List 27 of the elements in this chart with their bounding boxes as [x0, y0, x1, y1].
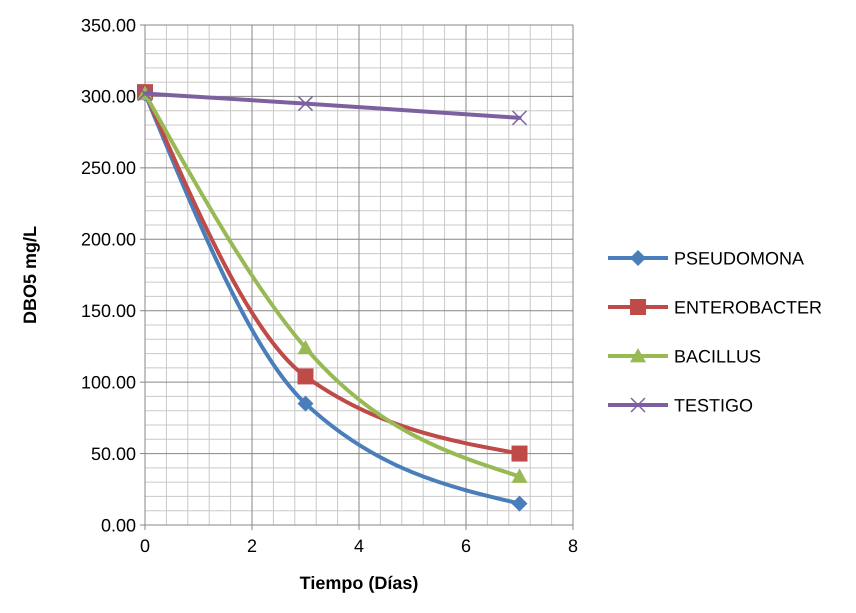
x-axis-title: Tiempo (Días) [300, 573, 418, 593]
point [298, 368, 314, 384]
x-tick-label: 0 [140, 536, 150, 556]
y-tick-label: 200.00 [80, 230, 136, 250]
x-tick-label: 8 [568, 536, 578, 556]
legend-label: ENTEROBACTER [674, 297, 822, 318]
legend-label: BACILLUS [674, 346, 762, 366]
x-tick-label: 6 [460, 536, 472, 556]
y-tick-label: 300.00 [80, 86, 136, 107]
point [298, 396, 314, 412]
y-tick-label: 150.00 [80, 301, 136, 322]
point [512, 496, 528, 512]
x-tick-label: 4 [354, 536, 364, 556]
y-tick-label: 100.00 [80, 372, 136, 392]
y-tick-label: 250.00 [80, 158, 136, 178]
y-tick-label: 50.00 [90, 444, 136, 464]
y-tick-label: 350.00 [80, 15, 136, 36]
point [512, 446, 528, 462]
legend-label: TESTIGO [674, 395, 754, 416]
y-axis-title: DBO5 mg/L [20, 226, 40, 324]
point [512, 110, 528, 126]
point [298, 340, 314, 354]
x-tick-label: 2 [246, 536, 258, 556]
legend-label: PSEUDOMONA [674, 248, 804, 268]
point [512, 468, 528, 483]
point [298, 96, 314, 112]
y-tick-label: 0.00 [100, 515, 136, 536]
